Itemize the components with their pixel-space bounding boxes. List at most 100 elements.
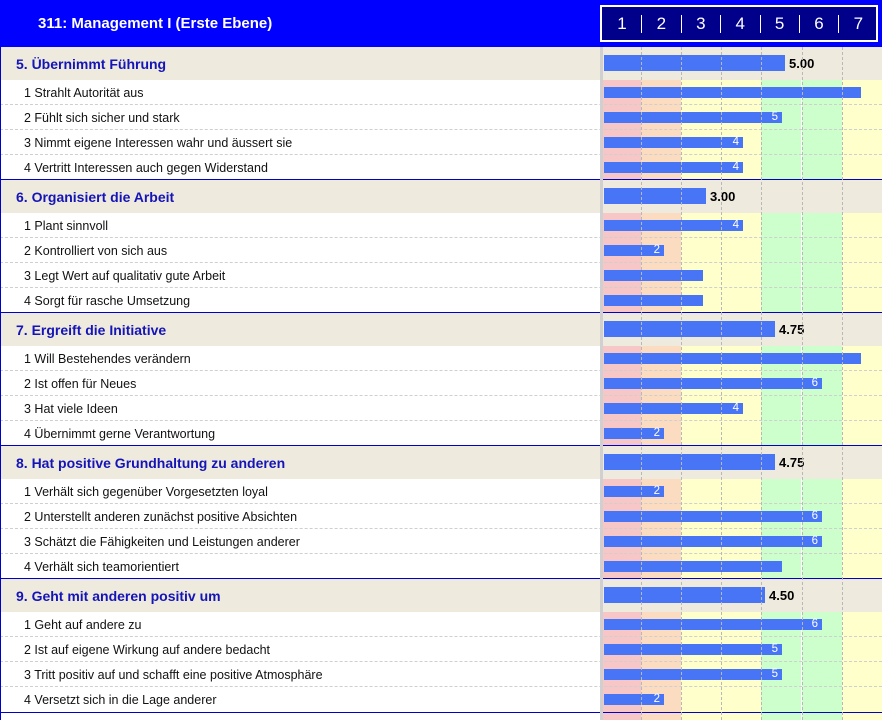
list-item: 1 Plant sinnvoll 4 xyxy=(0,213,882,238)
item-score-bar: 4 xyxy=(604,161,743,173)
item-score-label: 6 xyxy=(811,618,818,630)
row-background xyxy=(0,529,600,554)
item-label: 1 Geht auf andere zu xyxy=(24,618,142,632)
item-score-bar: 5 xyxy=(604,111,782,123)
item-label: 4 Verhält sich teamorientiert xyxy=(24,560,179,574)
item-label: 3 Legt Wert auf qualitativ gute Arbeit xyxy=(24,269,226,283)
item-score-label: 4 xyxy=(732,136,739,148)
row-background xyxy=(0,263,600,288)
item-score-bar: 6 xyxy=(604,618,822,630)
item-divider xyxy=(0,503,882,504)
item-label: 2 Unterstellt anderen zunächst positive … xyxy=(24,510,298,524)
row-background xyxy=(0,155,600,180)
row-background xyxy=(0,421,600,446)
item-score-label: 6 xyxy=(811,535,818,547)
scale-divider xyxy=(799,15,800,33)
section-score-bar xyxy=(604,454,775,470)
list-item: 4 Übernimmt gerne Verantwortung 2 xyxy=(0,421,882,446)
list-item: 4 Sorgt für rasche Umsetzung xyxy=(0,288,882,313)
item-label: 1 Verhält sich gegenüber Vorgesetzten lo… xyxy=(24,485,268,499)
list-item: 1 Verhält sich gegenüber Vorgesetzten lo… xyxy=(0,479,882,504)
section-divider xyxy=(0,578,882,579)
scale-divider xyxy=(641,15,643,33)
item-score-bar: 5 xyxy=(604,668,782,680)
item-score-bar: 4 xyxy=(604,402,743,414)
item-score-bar: 2 xyxy=(604,427,664,439)
item-divider xyxy=(0,686,882,687)
item-score-label: 4 xyxy=(732,219,739,231)
item-score-bar: 5 xyxy=(604,643,782,655)
item-score-bar xyxy=(604,270,703,281)
row-background xyxy=(0,371,600,396)
list-item: 3 Tritt positiv auf und schafft eine pos… xyxy=(0,662,882,687)
item-label: 2 Fühlt sich sicher und stark xyxy=(24,111,180,125)
item-score-label: 2 xyxy=(653,693,660,705)
row-background xyxy=(0,238,600,263)
section-title: 7. Ergreift die Initiative xyxy=(16,322,167,338)
item-label: 2 Kontrolliert von sich aus xyxy=(24,244,168,258)
section-divider xyxy=(0,312,882,313)
list-item: 3 Legt Wert auf qualitativ gute Arbeit xyxy=(0,263,882,288)
row-background xyxy=(0,346,600,371)
item-score-bar xyxy=(604,353,861,364)
section-title: 6. Organisiert die Arbeit xyxy=(16,189,175,205)
item-label: 2 Ist auf eigene Wirkung auf andere beda… xyxy=(24,643,270,657)
item-score-bar: 2 xyxy=(604,485,664,497)
section-title: 8. Hat positive Grundhaltung zu anderen xyxy=(16,455,286,471)
section-divider xyxy=(0,445,882,446)
list-item: 4 Versetzt sich in die Lage anderer 2 xyxy=(0,687,882,712)
item-score-bar: 4 xyxy=(604,136,743,148)
row-background xyxy=(0,213,600,238)
item-divider xyxy=(0,661,882,662)
item-score-label: 5 xyxy=(771,111,778,123)
item-divider xyxy=(0,370,882,371)
item-label: 4 Sorgt für rasche Umsetzung xyxy=(24,294,191,308)
section-row: 7. Ergreift die Initiative 4.75 xyxy=(0,313,882,346)
row-background xyxy=(0,504,600,529)
section-score-label: 4.75 xyxy=(779,455,805,470)
item-score-bar xyxy=(604,295,703,306)
list-item: 3 Hat viele Ideen 4 xyxy=(0,396,882,421)
item-label: 2 Ist offen für Neues xyxy=(24,377,137,391)
scale-divider xyxy=(759,15,761,33)
item-score-bar: 6 xyxy=(604,510,822,522)
item-divider xyxy=(0,395,882,396)
section-score-label: 5.00 xyxy=(789,56,815,71)
scale-label: 6 xyxy=(814,14,824,33)
section-row: 5. Übernimmt Führung 5.00 xyxy=(0,47,882,80)
item-divider xyxy=(0,553,882,554)
scale-divider xyxy=(838,15,840,33)
scale-label: 2 xyxy=(656,14,667,33)
item-score-label: 2 xyxy=(653,485,660,497)
list-item: 2 Ist offen für Neues 6 xyxy=(0,371,882,396)
item-score-bar: 4 xyxy=(604,219,743,231)
item-label: 3 Nimmt eigene Interessen wahr und äusse… xyxy=(24,136,293,150)
item-score-label: 5 xyxy=(771,668,778,680)
header-bar: 311: Management I (Erste Ebene) 1 2 3 4 5 6 7 xyxy=(0,0,882,47)
list-item: 2 Kontrolliert von sich aus 2 xyxy=(0,238,882,263)
left-border xyxy=(0,47,1,720)
section-score-bar xyxy=(604,587,765,603)
item-score-label: 6 xyxy=(811,510,818,522)
item-score-bar xyxy=(604,561,782,572)
section-row: 6. Organisiert die Arbeit 3.00 xyxy=(0,180,882,213)
row-background xyxy=(0,687,600,712)
section-divider xyxy=(0,179,882,180)
page-title: 311: Management I (Erste Ebene) xyxy=(38,15,273,32)
list-item: 1 Will Bestehendes verändern xyxy=(0,346,882,371)
item-score-bar: 6 xyxy=(604,535,822,547)
section-score-bar xyxy=(604,55,785,71)
row-background xyxy=(0,80,600,105)
row-background xyxy=(0,637,600,662)
item-label: 4 Versetzt sich in die Lage anderer xyxy=(24,693,217,707)
scale-label: 3 xyxy=(696,14,706,33)
section-row: 8. Hat positive Grundhaltung zu anderen 4… xyxy=(0,446,882,479)
item-label: 1 Plant sinnvoll xyxy=(24,219,109,233)
section-title: 5. Übernimmt Führung xyxy=(16,56,167,72)
scale-label: 1 xyxy=(617,14,627,33)
item-score-label: 2 xyxy=(653,427,660,439)
item-divider xyxy=(0,129,882,130)
section-score-bar xyxy=(604,321,775,337)
item-score-label: 5 xyxy=(771,643,778,655)
row-background xyxy=(0,479,600,504)
